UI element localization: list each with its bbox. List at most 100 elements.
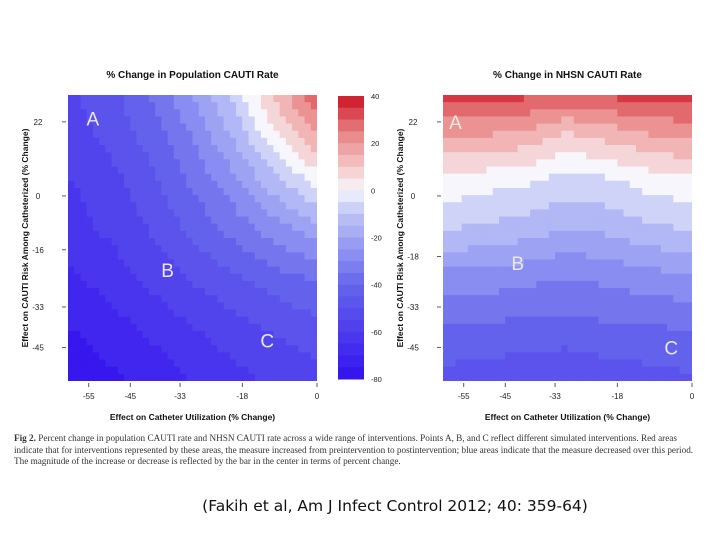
heatmap-cell <box>679 95 687 103</box>
heatmap-cell <box>492 137 500 146</box>
heatmap-cell <box>99 266 106 275</box>
heatmap-cell <box>180 102 187 110</box>
heatmap-cell <box>117 323 125 332</box>
heatmap-cell <box>467 259 475 268</box>
heatmap-cell <box>279 245 287 253</box>
heatmap-cell <box>173 202 181 210</box>
heatmap-cell <box>111 288 119 296</box>
heatmap-cell <box>248 366 256 375</box>
colorbar-band <box>338 367 364 380</box>
heatmap-cell <box>148 173 156 182</box>
heatmap-cell <box>511 209 519 218</box>
heatmap-cell <box>579 295 587 303</box>
heatmap-cell <box>236 245 243 253</box>
heatmap-cell <box>480 352 488 361</box>
heatmap-cell <box>654 345 662 353</box>
heatmap-cell <box>68 266 75 275</box>
heatmap-cell <box>267 245 275 253</box>
heatmap-cell <box>236 366 243 375</box>
heatmap-cell <box>211 216 218 225</box>
heatmap-cell <box>229 166 237 175</box>
heatmap-cell <box>623 145 631 153</box>
heatmap-cell <box>310 245 317 253</box>
heatmap-cell <box>229 102 237 110</box>
heatmap-cell <box>285 145 293 153</box>
heatmap-cell <box>635 102 643 110</box>
colorbar-tick-label: 20 <box>371 139 379 148</box>
heatmap-cell <box>80 366 88 375</box>
heatmap-cell <box>279 359 287 368</box>
heatmap-cell <box>511 280 519 289</box>
heatmap-cell <box>667 352 674 361</box>
heatmap-cell <box>461 302 469 311</box>
heatmap-cell <box>198 159 206 168</box>
heatmap-cell <box>474 280 481 289</box>
heatmap-cell <box>186 366 194 375</box>
heatmap-cell <box>92 180 100 189</box>
heatmap-cell <box>455 259 463 268</box>
heatmap-cell <box>673 230 681 239</box>
heatmap-cell <box>654 166 662 175</box>
heatmap-cell <box>523 152 531 160</box>
heatmap-cell <box>523 109 531 118</box>
heatmap-cell <box>611 295 618 303</box>
heatmap-cell <box>536 359 544 368</box>
heatmap-cell <box>180 109 187 118</box>
heatmap-cell <box>273 266 281 275</box>
heatmap-cell <box>236 238 243 246</box>
heatmap-cell <box>449 173 457 182</box>
heatmap-cell <box>74 209 82 218</box>
heatmap-cell <box>92 123 100 132</box>
heatmap-cell <box>474 130 481 139</box>
heatmap-cell <box>629 195 637 203</box>
heatmap-cell <box>173 273 181 282</box>
heatmap-cell <box>548 330 556 339</box>
heatmap-cell <box>92 152 100 160</box>
heatmap-cell <box>142 259 150 268</box>
heatmap-cell <box>279 309 287 318</box>
heatmap-cell <box>192 209 200 218</box>
heatmap-cell <box>304 345 312 353</box>
heatmap-cell <box>142 216 150 225</box>
heatmap-cell <box>223 288 231 296</box>
heatmap-cell <box>80 159 88 168</box>
point-label-a: A <box>87 110 100 131</box>
heatmap-cell <box>167 259 175 268</box>
heatmap-cell <box>604 302 612 311</box>
heatmap-cell <box>561 109 569 118</box>
heatmap-cell <box>567 338 575 346</box>
heatmap-cell <box>648 238 656 246</box>
heatmap-cell <box>629 316 637 325</box>
heatmap-cell <box>155 345 162 353</box>
heatmap-cell <box>648 373 656 381</box>
heatmap-cell <box>254 145 262 153</box>
heatmap-cell <box>467 302 475 311</box>
heatmap-cell <box>586 338 593 346</box>
heatmap-cell <box>254 159 262 168</box>
heatmap-cell <box>80 166 88 175</box>
heatmap-cell <box>635 123 643 132</box>
heatmap-cell <box>586 202 593 210</box>
heatmap-cell <box>530 352 537 361</box>
heatmap-cell <box>130 266 138 275</box>
heatmap-cell <box>80 187 88 196</box>
heatmap-cell <box>285 245 293 253</box>
heatmap-cell <box>611 323 618 332</box>
heatmap-cell <box>611 302 618 311</box>
heatmap-cell <box>248 209 256 218</box>
heatmap-cell <box>298 366 306 375</box>
heatmap-cell <box>499 252 506 261</box>
heatmap-cell <box>530 338 537 346</box>
heatmap-cell <box>180 280 187 289</box>
heatmap-cell <box>142 95 150 103</box>
heatmap-cell <box>111 187 119 196</box>
heatmap-cell <box>505 338 513 346</box>
heatmap-cell <box>298 180 306 189</box>
heatmap-cell <box>186 152 194 160</box>
heatmap-cell <box>180 266 187 275</box>
heatmap-cell <box>198 180 206 189</box>
heatmap-cell <box>204 187 212 196</box>
heatmap-cell <box>667 273 674 282</box>
heatmap-cell <box>310 316 317 325</box>
heatmap-cell <box>654 209 662 218</box>
